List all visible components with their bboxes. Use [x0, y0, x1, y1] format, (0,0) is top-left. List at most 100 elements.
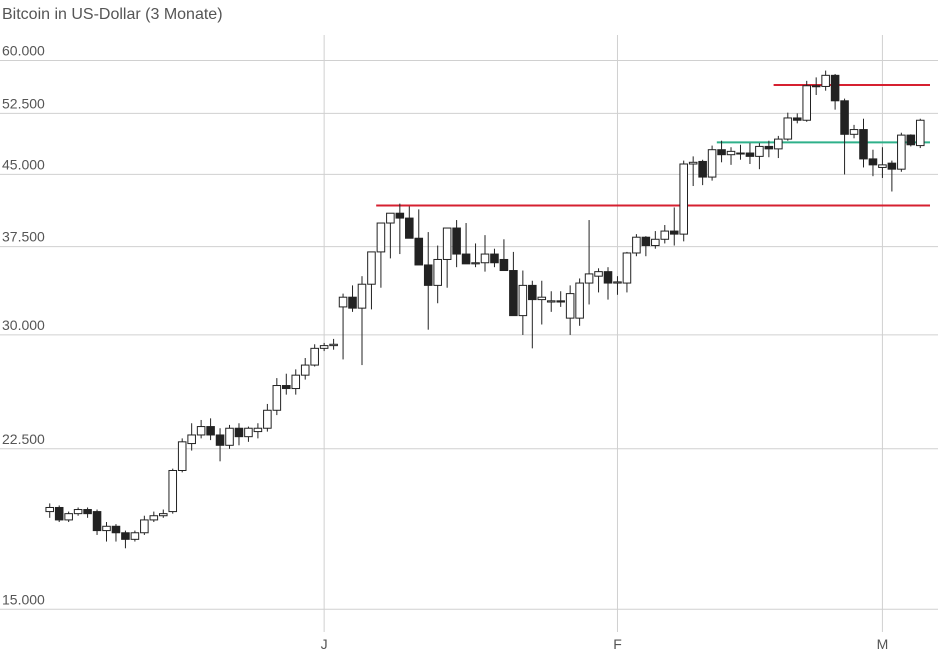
candle-body [376, 222, 386, 253]
y-tick-label: 30.000 [2, 317, 45, 333]
candle-body [641, 236, 651, 247]
candle-body [140, 519, 149, 534]
candle-body [121, 532, 130, 540]
candle-body [755, 145, 764, 157]
candle-body [272, 385, 282, 411]
candle-body [187, 434, 196, 445]
candle-body [433, 258, 442, 286]
candle-body [518, 284, 528, 317]
candle-body [821, 74, 830, 87]
candle-body [338, 296, 348, 308]
y-tick-label: 22.500 [2, 431, 45, 447]
candle-body [887, 162, 897, 170]
candle-body [442, 227, 452, 260]
candle-body [310, 347, 319, 366]
candle-body [651, 238, 660, 247]
candle-body [811, 85, 821, 88]
candle-body [130, 532, 140, 540]
candle-body [669, 230, 679, 235]
candle-body [632, 236, 641, 254]
candle-body [405, 217, 414, 239]
candle-body [149, 515, 159, 521]
candle-body [897, 134, 906, 170]
x-tick-label: J [321, 636, 328, 652]
candle-body [840, 100, 849, 135]
candle-body [802, 85, 812, 121]
candle-body [660, 230, 670, 240]
candle-body [736, 152, 745, 155]
candle-body [915, 119, 925, 147]
candle-body [395, 212, 405, 219]
x-tick-label: F [613, 636, 622, 652]
candle-body [206, 426, 215, 436]
candle-body [414, 237, 424, 266]
candle-body [584, 273, 594, 284]
candle-body [859, 129, 868, 160]
candle-body [537, 296, 547, 301]
candle-body [688, 161, 698, 165]
candle-body [357, 283, 367, 309]
candle-body [613, 281, 622, 284]
candle-body [499, 258, 509, 272]
candle-body [679, 163, 688, 235]
candle-body [490, 253, 499, 264]
candle-body [386, 212, 395, 224]
candle-body [158, 513, 168, 517]
candle-body [45, 506, 55, 513]
candle-body [367, 251, 376, 285]
candle-body [471, 262, 480, 265]
candle-body [215, 434, 225, 446]
candle-body [717, 149, 726, 156]
y-tick-label: 52.500 [2, 95, 45, 111]
candle-body [452, 227, 461, 255]
candle-body [868, 158, 878, 166]
y-tick-label: 37.500 [2, 229, 45, 245]
candle-body [168, 469, 178, 513]
candle-body [556, 300, 565, 303]
candle-body [64, 513, 73, 521]
candle-body [603, 271, 613, 284]
candle-body [698, 160, 707, 178]
candle-body [622, 252, 632, 284]
candle-body [594, 271, 603, 277]
candle-body [83, 509, 92, 515]
candle-body [783, 117, 793, 140]
x-tick-label: M [877, 636, 889, 652]
candle-body [726, 150, 736, 156]
candle-body [509, 270, 518, 317]
candle-body [263, 409, 272, 429]
candle-body [102, 525, 111, 532]
candle-body [177, 441, 187, 471]
candle-body [291, 374, 301, 390]
candle-body [546, 300, 556, 303]
y-tick-label: 15.000 [2, 591, 45, 607]
candle-body [830, 74, 840, 102]
candle-body [906, 134, 916, 146]
candle-body [225, 427, 234, 446]
candle-body [480, 253, 490, 264]
y-tick-label: 60.000 [2, 43, 45, 59]
candle-body [745, 152, 755, 157]
y-tick-label: 45.000 [2, 156, 45, 172]
candle-body [575, 282, 584, 319]
candle-body [528, 284, 537, 301]
candle-body [792, 117, 802, 121]
candle-body [764, 145, 774, 150]
chart-title: Bitcoin in US-Dollar (3 Monate) [2, 6, 223, 23]
candle-body [348, 296, 357, 309]
candle-body [244, 427, 253, 438]
candle-body [565, 293, 575, 319]
candle-body [92, 511, 102, 532]
candle-body [319, 345, 329, 349]
candle-body [196, 426, 206, 436]
candle-body [774, 138, 783, 150]
candle-body [849, 129, 859, 135]
candle-body [111, 525, 121, 534]
candle-body [878, 164, 887, 168]
candle-body [234, 427, 244, 438]
candle-body [54, 506, 64, 521]
candle-body [707, 149, 717, 178]
candle-body [253, 427, 263, 433]
candle-body [300, 364, 310, 376]
